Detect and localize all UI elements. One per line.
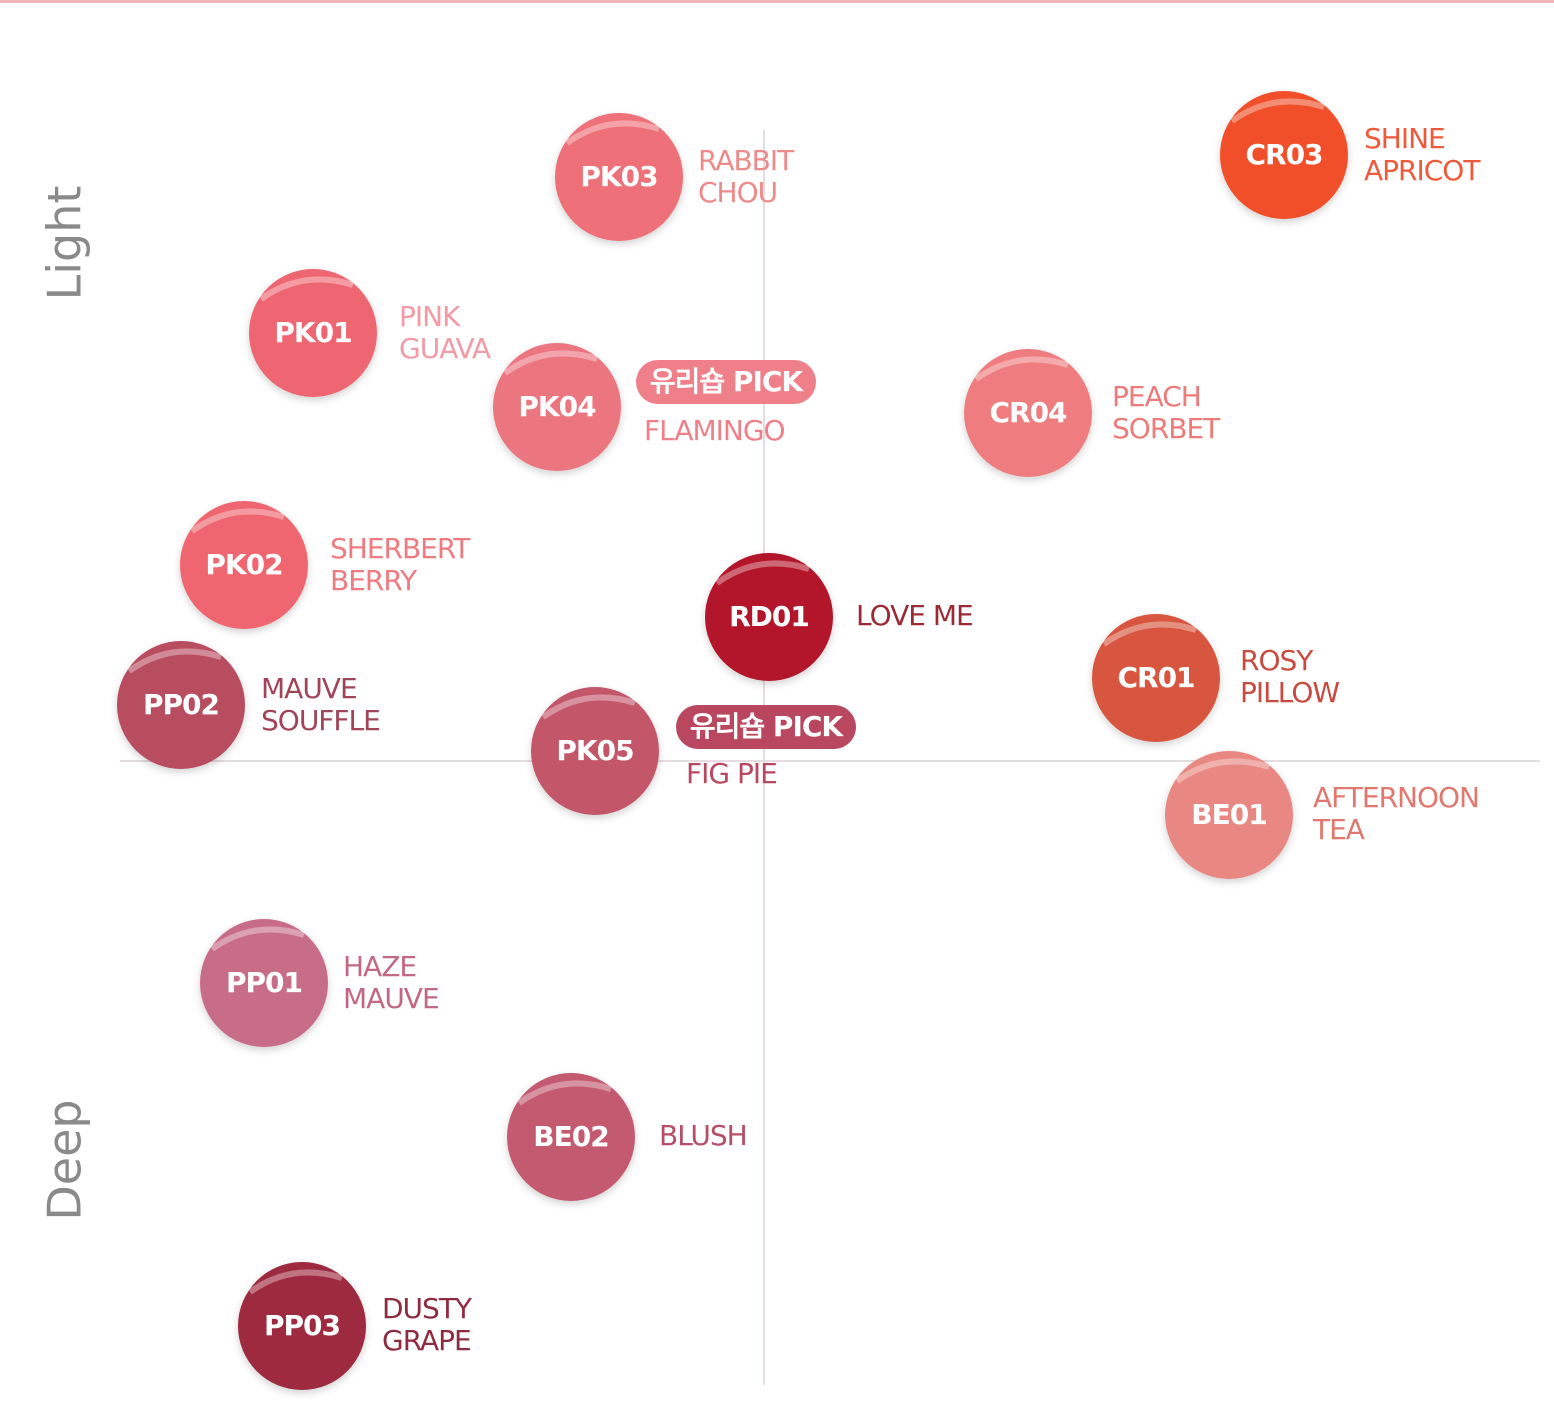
swatch: PK04 유리숍 PICK FLAMINGO: [493, 343, 816, 471]
swatch-code: CR04: [989, 396, 1067, 429]
swatch-name: ROSY: [1240, 644, 1314, 677]
swatch-gloss: [503, 350, 598, 376]
swatch-name: FIG PIE: [686, 757, 777, 790]
swatch-circle: [531, 687, 659, 815]
swatch-gloss: [248, 1269, 343, 1295]
swatch-name: TEA: [1312, 813, 1365, 846]
swatch-name: PEACH: [1112, 380, 1201, 413]
pick-badge: [636, 360, 816, 404]
pick-badge: [676, 705, 856, 749]
swatch-circle: [117, 641, 245, 769]
swatch-circle: [507, 1073, 635, 1201]
swatch-name: PINK: [399, 300, 461, 333]
swatch-circle: [1165, 751, 1293, 879]
swatch-circle: [249, 269, 377, 397]
swatch-code: PK03: [580, 160, 657, 193]
swatch-circle: [555, 113, 683, 241]
top-border: [0, 0, 1554, 3]
swatch-code: PK01: [274, 316, 351, 349]
swatch-name: BERRY: [330, 564, 418, 597]
swatch-gloss: [190, 508, 285, 534]
swatch-name: SHERBERT: [330, 532, 471, 565]
swatch-code: PP03: [264, 1309, 340, 1342]
swatch-name: PILLOW: [1240, 676, 1339, 709]
swatch-name: RABBIT: [698, 144, 795, 177]
swatch-circle: [200, 919, 328, 1047]
swatch-name: MAUVE: [261, 672, 357, 705]
swatch-code: PK04: [518, 390, 596, 423]
swatch: BE02 BLUSH: [507, 1073, 748, 1201]
swatch-circle: [1220, 91, 1348, 219]
swatch-circle: [1092, 614, 1220, 742]
swatch-code: PP01: [226, 966, 302, 999]
swatch-name: LOVE ME: [856, 599, 973, 632]
pick-badge-text: 유리숍 PICK: [650, 365, 805, 398]
swatch: RD01 LOVE ME: [705, 553, 974, 681]
swatch-code: BE01: [1191, 798, 1266, 831]
swatch-name: GUAVA: [399, 332, 491, 365]
axis-label-deep: Deep: [38, 1099, 92, 1220]
swatch-name: APRICOT: [1364, 154, 1481, 187]
swatch-gloss: [127, 648, 222, 674]
swatch-gloss: [210, 926, 305, 952]
swatch-gloss: [1102, 621, 1197, 647]
swatch-name: BLUSH: [659, 1119, 747, 1152]
swatch-name: SORBET: [1112, 412, 1221, 445]
swatch-code: BE02: [533, 1120, 608, 1153]
swatch-gloss: [715, 560, 810, 586]
swatch-name: AFTERNOON: [1313, 781, 1479, 814]
swatch-circle: [493, 343, 621, 471]
swatch-circle: [705, 553, 833, 681]
swatch-code: RD01: [729, 600, 809, 633]
swatch-code: CR03: [1245, 138, 1322, 171]
swatch-name: GRAPE: [382, 1324, 471, 1357]
swatch-code: PK05: [556, 734, 633, 767]
swatch-gloss: [259, 276, 354, 302]
swatch-gloss: [1175, 758, 1270, 784]
swatch-circle: [238, 1262, 366, 1390]
swatch-gloss: [974, 356, 1069, 382]
swatch-gloss: [1230, 98, 1325, 124]
swatch-name: HAZE: [343, 950, 416, 983]
swatch-name: MAUVE: [343, 982, 439, 1015]
swatch-gloss: [565, 120, 660, 146]
swatch-circle: [964, 349, 1092, 477]
swatch-circle: [180, 501, 308, 629]
swatch-code: CR01: [1117, 661, 1194, 694]
swatch-name: SOUFFLE: [261, 704, 380, 737]
swatch-gloss: [517, 1080, 612, 1106]
swatch-name: CHOU: [698, 176, 777, 209]
swatch-name: DUSTY: [382, 1292, 473, 1325]
pick-badge-text: 유리숍 PICK: [690, 710, 845, 743]
swatch-gloss: [541, 694, 636, 720]
swatch-name: SHINE: [1364, 122, 1445, 155]
swatch: PK05 유리숍 PICK FIG PIE: [531, 687, 856, 815]
axis-label-light: Light: [38, 186, 92, 301]
swatch-name: FLAMINGO: [644, 414, 785, 447]
swatch-code: PK02: [205, 548, 282, 581]
swatch-code: PP02: [143, 688, 219, 721]
